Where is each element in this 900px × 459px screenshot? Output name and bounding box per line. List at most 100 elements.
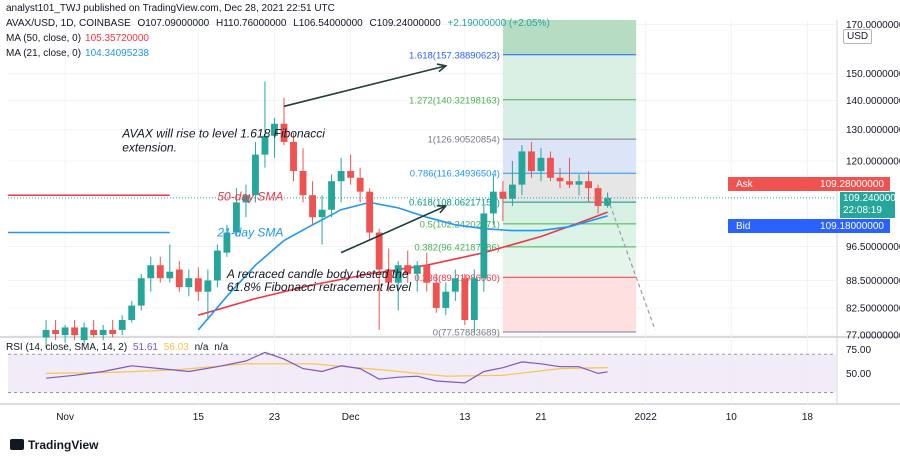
candle-body xyxy=(547,157,554,178)
candle-body xyxy=(604,197,612,206)
bid-label: Bid xyxy=(736,220,751,232)
fib-zone xyxy=(502,54,637,100)
candle-body xyxy=(232,202,240,233)
x-tick-label: 13 xyxy=(459,412,471,423)
annotation-text: AVAX will rise to level 1.618 Fibonacci xyxy=(121,126,325,140)
candle-body xyxy=(385,269,393,283)
y-tick-label: 96.50000000 xyxy=(846,242,900,253)
annotation-text: 61.8% Fibonacci retracement level xyxy=(227,280,411,294)
candle-body xyxy=(290,141,297,172)
candle-body xyxy=(175,269,183,288)
symbol-label: AVAX/USD, 1D, COINBASE xyxy=(6,18,131,29)
ma50-label: MA (50, close, 0) xyxy=(6,33,82,44)
ma21-legend[interactable]: MA (21, close, 0) 104.34095238 xyxy=(6,48,149,59)
candle-body xyxy=(137,278,145,306)
x-tick-label: 2022 xyxy=(635,412,658,423)
y-tick-label: 82.50000000 xyxy=(846,303,900,314)
candle-body xyxy=(356,177,364,192)
ma50-legend[interactable]: MA (50, close, 0) 105.35720000 xyxy=(6,33,149,44)
x-tick-label: 18 xyxy=(802,412,814,423)
ohlc-legend: AVAX/USD, 1D, COINBASE O107.09000000 H11… xyxy=(6,18,554,29)
candle-body xyxy=(71,327,79,335)
candle-body xyxy=(80,327,88,341)
currency-badge[interactable]: USD xyxy=(843,29,873,44)
y-tick-label: 170.00000000 xyxy=(846,20,900,31)
rsi-na-1: n/a xyxy=(194,342,209,353)
x-tick-label: 10 xyxy=(726,412,738,423)
annotation-arrow-lower xyxy=(340,205,447,254)
annotation-arrow-upper-head xyxy=(436,63,448,73)
candle-body xyxy=(528,151,535,172)
candle-body xyxy=(585,181,592,189)
fib-level-label: 1(126.90520854) xyxy=(428,135,500,146)
ask-value: 109.28000000 xyxy=(820,178,884,190)
ma50-value: 105.35720000 xyxy=(85,33,149,44)
annotation-text: 50-day SMA xyxy=(217,190,283,204)
fib-zone xyxy=(502,277,637,333)
candle-body xyxy=(61,327,69,335)
candle-body xyxy=(299,171,307,196)
y-tick-label: 140.00000000 xyxy=(846,96,900,107)
candle-body xyxy=(537,157,545,172)
candle-body xyxy=(166,271,174,279)
candle-body xyxy=(470,278,478,321)
candle-body xyxy=(194,278,202,292)
y-tick-label: 150.00000000 xyxy=(846,69,900,80)
candle-body xyxy=(42,329,50,338)
candle-body xyxy=(432,282,440,308)
rsi-line xyxy=(46,351,608,384)
candle-body xyxy=(566,181,573,185)
annotation-arrow-upper xyxy=(283,65,446,108)
x-tick-label: Dec xyxy=(342,412,360,423)
ma21-line xyxy=(197,201,608,331)
candle-body xyxy=(489,191,497,214)
y-tick-label: 88.50000000 xyxy=(846,276,900,287)
fib-level-label: 0(77.57883689) xyxy=(433,328,500,339)
candle-body xyxy=(480,213,488,279)
fib-level-label: 0.382(96.42187386) xyxy=(414,242,500,253)
last-price-tag: 109.24000000 22:08:19 xyxy=(840,192,900,218)
close-value: C109.24000000 xyxy=(369,18,441,29)
candle-body xyxy=(499,191,507,199)
candle-body xyxy=(109,329,117,334)
rsi-legend[interactable]: RSI (14, close, SMA, 14, 2) 51.61 56.03 … xyxy=(6,342,231,353)
annotation-text: A recraced candle body tested the xyxy=(226,267,409,281)
candle-body xyxy=(337,171,345,182)
open-value: O107.09000000 xyxy=(137,18,210,29)
x-tick-label: 23 xyxy=(269,412,281,423)
ask-label: Ask xyxy=(736,178,753,190)
candle-body xyxy=(575,181,583,185)
candle-body xyxy=(242,195,250,203)
candle-body xyxy=(461,278,469,321)
candle-body xyxy=(347,171,355,178)
tradingview-logo-icon xyxy=(10,439,24,450)
candle-body xyxy=(261,135,269,155)
candle-body xyxy=(271,123,278,136)
ma21-value: 104.34095238 xyxy=(85,48,149,59)
candle-body xyxy=(366,191,374,233)
y-tick-label: 77.00000000 xyxy=(846,331,900,342)
fib-level-label: 1.272(140.32198163) xyxy=(409,95,500,106)
candle-body xyxy=(204,280,212,292)
annotation-arrow-lower-head xyxy=(436,204,448,214)
projection-dashed-line xyxy=(607,197,656,331)
annotation-text: 21-day SMA xyxy=(216,225,283,239)
candle-body xyxy=(318,209,326,218)
fib-zone xyxy=(502,202,637,224)
fib-level-label: 1.618(157.38890623) xyxy=(409,50,500,61)
bid-tag: Bid 109.18000000 xyxy=(728,219,890,233)
change-value: +2.19000000 (+2.05%) xyxy=(447,18,550,29)
candle-body xyxy=(280,123,288,142)
rsi-label: RSI (14, close, SMA, 14, 2) xyxy=(6,342,128,353)
candle-body xyxy=(185,278,193,288)
candle-body xyxy=(508,184,516,199)
candle-body xyxy=(309,195,316,218)
candle-body xyxy=(128,305,136,321)
candle-body xyxy=(118,320,126,330)
x-tick-label: 21 xyxy=(535,412,547,423)
rsi-tick-label: 75.00 xyxy=(846,345,871,356)
footer-brand[interactable]: TradingView xyxy=(10,438,98,452)
rsi-tick-label: 50.00 xyxy=(846,369,871,380)
fib-zone xyxy=(502,246,637,278)
fib-zone xyxy=(502,99,637,140)
